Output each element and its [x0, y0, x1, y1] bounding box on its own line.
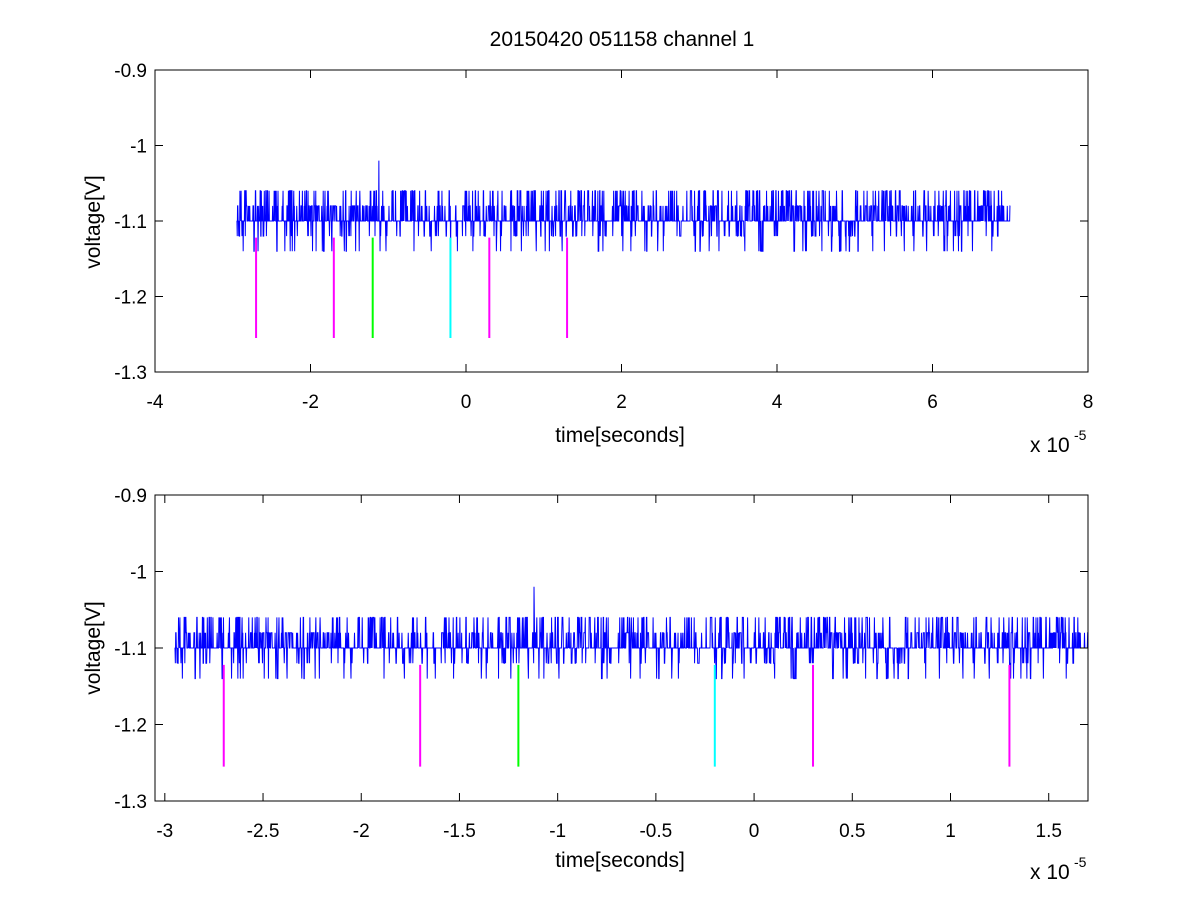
bottom-signal-series-0: [174, 586, 1089, 680]
top-y-axis-label: voltage[V]: [82, 175, 105, 268]
bottom-x-tick-label: 1: [945, 821, 956, 842]
bottom-x-tick-label: 1.5: [1036, 821, 1062, 842]
bottom-x-tick-label: -3: [156, 821, 173, 842]
bottom-y-tick-label: -1.2: [114, 716, 147, 737]
top-subplot: -4 -2 0 2 4 6 8 -1.3 -1.2 -1.1 -1 -0.9 time[seconds…: [82, 61, 1093, 457]
bottom-x-tick-label: -2: [353, 821, 370, 842]
bottom-x-tick-label: 0.5: [839, 821, 865, 842]
bottom-y-tick-label: -0.9: [114, 486, 147, 507]
top-axis-ticks: -4 -2 0 2 4 6 8 -1.3 -1.2 -1.1 -1 -0.9: [114, 61, 1093, 413]
top-x-tick-label: 2: [616, 392, 627, 413]
top-x-tick-label: 6: [927, 392, 938, 413]
chart-title: 20150420 051158 channel 1: [490, 28, 755, 51]
bottom-subplot: -3 -2.5 -2 -1.5 -1 -0.5 0 0.5 1 1.5 -1.3 -1.2 -1.1 -1…: [82, 486, 1089, 884]
bottom-y-tick-label: -1.1: [114, 639, 147, 660]
bottom-x-multiplier-exponent: -5: [1074, 854, 1087, 870]
bottom-y-tick-label: -1.3: [114, 792, 147, 813]
top-y-tick-label: -1.1: [114, 212, 147, 233]
bottom-x-axis-label: time[seconds]: [555, 849, 685, 872]
top-x-tick-label: 0: [461, 392, 472, 413]
bottom-x-tick-label: -1: [549, 821, 566, 842]
top-y-tick-label: -0.9: [114, 61, 147, 82]
top-x-tick-label: 4: [772, 392, 783, 413]
bottom-axis-ticks: -3 -2.5 -2 -1.5 -1 -0.5 0 0.5 1 1.5 -1.3 -1.2 -1.1 -1…: [114, 486, 1088, 842]
top-plot-data: [236, 160, 1011, 339]
top-x-tick-label: 8: [1083, 392, 1094, 413]
bottom-x-tick-label: -1.5: [443, 821, 476, 842]
bottom-y-tick-label: -1: [130, 563, 147, 584]
top-x-multiplier: x 10: [1030, 434, 1070, 457]
top-y-tick-label: -1.3: [114, 363, 147, 384]
bottom-x-tick-label: -0.5: [639, 821, 672, 842]
top-x-tick-label: -4: [147, 392, 164, 413]
top-x-tick-label: -2: [302, 392, 319, 413]
top-y-tick-label: -1.2: [114, 288, 147, 309]
bottom-x-multiplier: x 10: [1030, 861, 1070, 884]
top-x-multiplier-exponent: -5: [1074, 427, 1087, 443]
top-x-axis-label: time[seconds]: [555, 424, 685, 447]
bottom-plot-data: [174, 586, 1089, 767]
bottom-x-tick-label: 0: [749, 821, 760, 842]
top-y-tick-label: -1: [130, 137, 147, 158]
bottom-y-axis-label: voltage[V]: [82, 601, 105, 694]
top-signal-series-0: [236, 160, 1011, 252]
bottom-x-tick-label: -2.5: [247, 821, 280, 842]
